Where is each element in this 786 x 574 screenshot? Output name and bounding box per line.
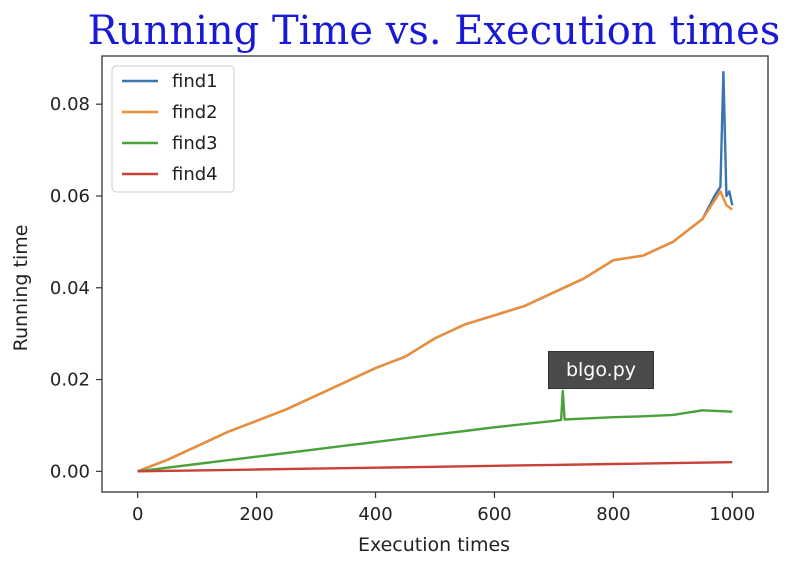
y-tick-label: 0.02 [50,370,90,391]
y-tick-label: 0.08 [50,94,90,115]
chart-title: Running Time vs. Execution times [88,8,781,54]
legend: find1 find2 find3 find4 [111,65,235,193]
legend-label-find3: find3 [172,133,218,154]
x-axis: 0 200 400 600 800 1000 [132,492,755,525]
y-axis: 0.00 0.02 0.04 0.06 0.08 [50,94,102,482]
legend-label-find4: find4 [172,164,218,185]
legend-label-find1: find1 [172,71,218,92]
x-tick-label: 400 [358,504,392,525]
x-tick-label: 600 [477,504,511,525]
y-axis-label: Running time [10,225,32,352]
x-tick-label: 0 [132,504,143,525]
x-tick-label: 200 [239,504,273,525]
series-line-find2 [137,190,734,473]
y-tick-label: 0.06 [50,186,90,207]
series-line-find4 [137,461,733,473]
y-tick-label: 0.00 [50,461,90,482]
tooltip: blgo.py [548,351,654,389]
x-tick-label: 800 [596,504,630,525]
series-line-find3 [137,389,733,473]
x-tick-label: 1000 [709,504,755,525]
y-tick-label: 0.04 [50,278,90,299]
x-axis-label: Execution times [358,534,510,556]
legend-label-find2: find2 [172,102,218,123]
legend-frame [111,65,235,193]
